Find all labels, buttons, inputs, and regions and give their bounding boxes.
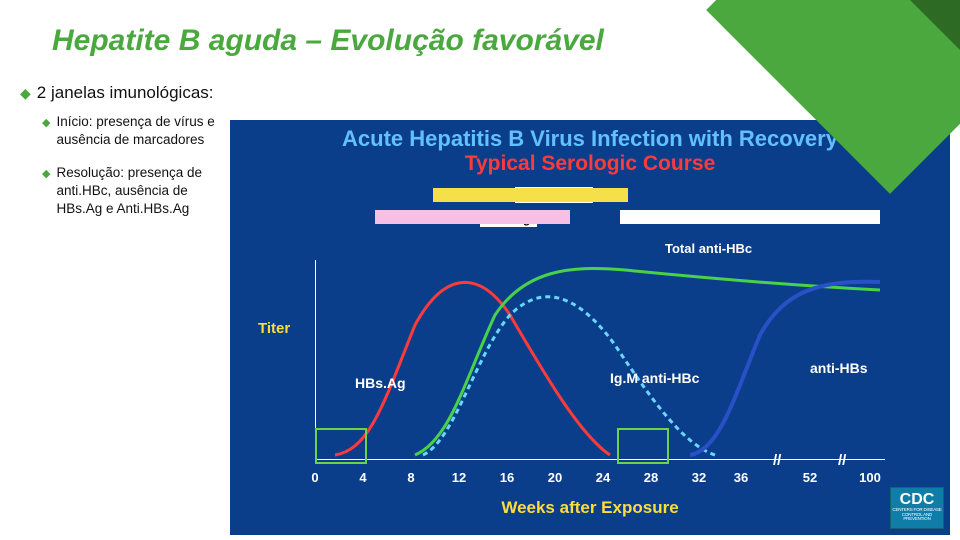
bullet-level2: ◆ Início: presença de vírus e ausência d… [42, 113, 228, 149]
symptoms-bar [433, 188, 628, 202]
x-tick: 36 [734, 470, 748, 485]
x-tick: 100 [859, 470, 881, 485]
antihbs-curve-label: anti-HBs [810, 360, 868, 376]
window-box-start [315, 428, 367, 464]
igm-curve-label: Ig.M anti-HBc [610, 370, 699, 386]
chart-title-line2: Typical Serologic Course [230, 152, 950, 176]
x-tick: 32 [692, 470, 706, 485]
serologic-chart: Acute Hepatitis B Virus Infection with R… [230, 120, 950, 535]
bullet-level1: ◆ 2 janelas imunológicas: [20, 82, 228, 103]
total-anti-hbc-label: Total anti-HBc [665, 240, 752, 258]
x-tick: 24 [596, 470, 610, 485]
x-tick: 12 [452, 470, 466, 485]
hbsag-curve-label: HBs.Ag [355, 375, 406, 391]
x-tick: 52 [803, 470, 817, 485]
y-axis-label: Titer [258, 320, 290, 337]
bullet-arrow-icon: ◆ [42, 116, 50, 149]
x-tick: 20 [548, 470, 562, 485]
bullet-level2: ◆ Resolução: presença de anti.HBc, ausên… [42, 164, 228, 219]
x-tick: 8 [407, 470, 414, 485]
hbeag-bar [375, 210, 570, 224]
bullet-text: Início: presença de vírus e ausência de … [56, 113, 228, 149]
curves-svg [315, 260, 885, 460]
axis-break-icon: // [773, 452, 781, 469]
window-box-resolution [617, 428, 669, 464]
cdc-sub2: CONTROL AND PREVENTION [891, 513, 943, 522]
anti-hbe-bar [620, 210, 880, 224]
x-tick: 4 [359, 470, 366, 485]
bullet-text: 2 janelas imunológicas: [37, 82, 214, 103]
corner-fold [910, 0, 960, 50]
x-axis-label: Weeks after Exposure [230, 498, 950, 518]
bullet-arrow-icon: ◆ [20, 85, 31, 103]
plot-area: HBs.Ag Ig.M anti-HBc anti-HBs [315, 260, 885, 460]
x-tick: 0 [311, 470, 318, 485]
x-tick: 16 [500, 470, 514, 485]
axis-break-icon: // [838, 452, 846, 469]
slide-title: Hepatite B aguda – Evolução favorável [52, 24, 604, 58]
bullet-text: Resolução: presença de anti.HBc, ausênci… [56, 164, 228, 219]
cdc-logo: CDC CENTERS FOR DISEASE CONTROL AND PREV… [890, 487, 944, 529]
bullet-list: ◆ 2 janelas imunológicas: ◆ Início: pres… [20, 82, 228, 232]
cdc-text: CDC [900, 491, 935, 508]
bullet-arrow-icon: ◆ [42, 167, 50, 219]
x-tick: 28 [644, 470, 658, 485]
